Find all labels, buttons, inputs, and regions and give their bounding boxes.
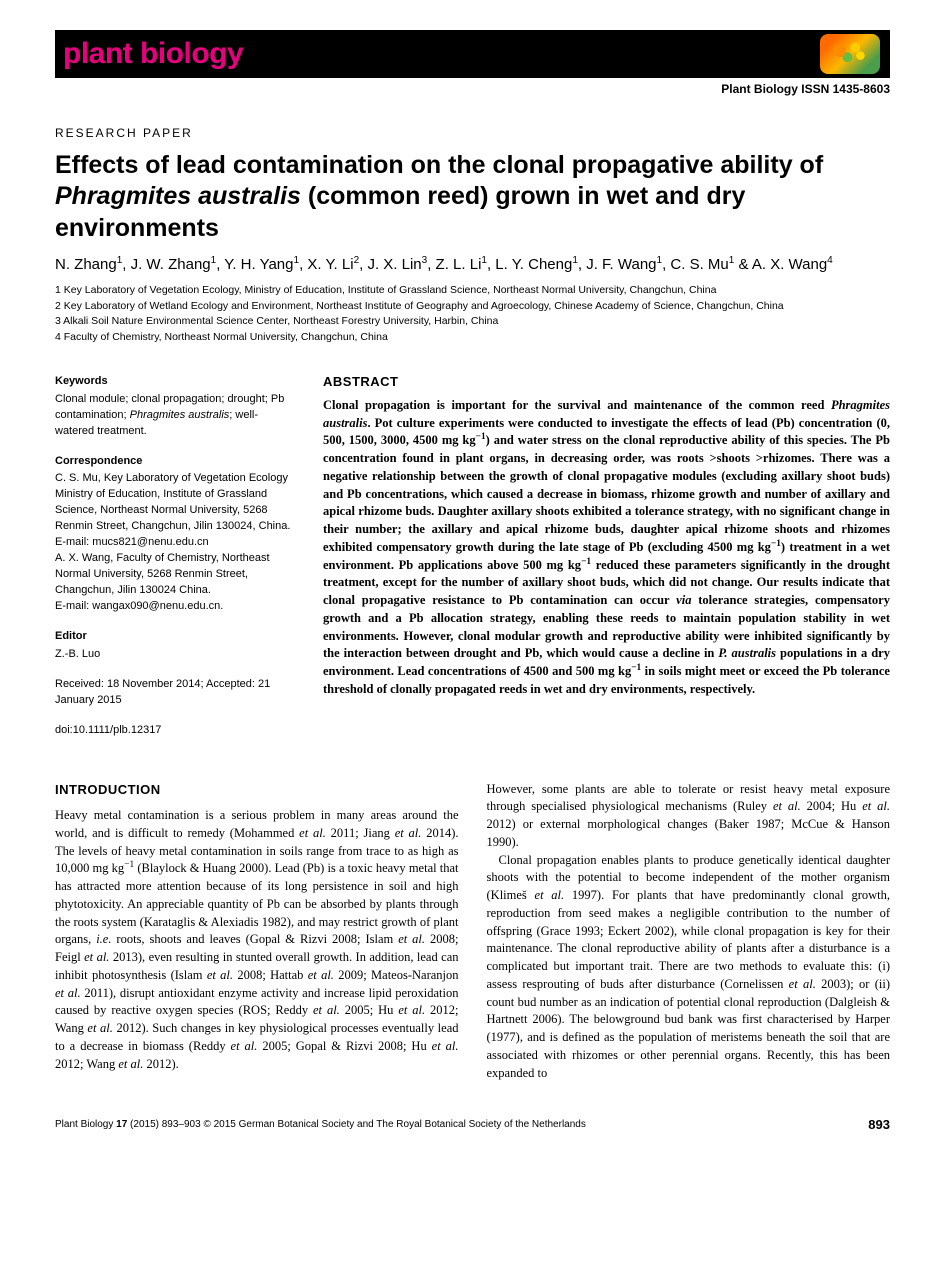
doi-text: doi:10.1111/plb.12317 <box>55 723 295 739</box>
affiliations-list: 1 Key Laboratory of Vegetation Ecology, … <box>55 283 890 346</box>
issn-label: ISSN 1435-8603 <box>801 82 890 96</box>
keywords-block: Keywords Clonal module; clonal propagati… <box>55 374 295 440</box>
abstract-column: ABSTRACT Clonal propagation is important… <box>323 374 890 753</box>
doi-block: doi:10.1111/plb.12317 <box>55 723 295 739</box>
issn-line: Plant Biology ISSN 1435-8603 <box>55 82 890 96</box>
paper-title: Effects of lead contamination on the clo… <box>55 150 890 244</box>
intro-right-column: However, some plants are able to tolerat… <box>487 781 891 1083</box>
received-accepted-dates: Received: 18 November 2014; Accepted: 21… <box>55 677 295 709</box>
keywords-text: Clonal module; clonal propagation; droug… <box>55 392 295 440</box>
affiliation-item: 2 Key Laboratory of Wetland Ecology and … <box>55 299 890 315</box>
footer-citation: Plant Biology 17 (2015) 893–903 © 2015 G… <box>55 1119 868 1130</box>
intro-paragraph-right-1: However, some plants are able to tolerat… <box>487 781 891 852</box>
intro-paragraph-left: Heavy metal contamination is a serious p… <box>55 807 459 1073</box>
journal-header-bar: plant biology <box>55 30 890 78</box>
metadata-sidebar: Keywords Clonal module; clonal propagati… <box>55 374 295 753</box>
paper-type-label: RESEARCH PAPER <box>55 126 890 140</box>
affiliation-item: 3 Alkali Soil Nature Environmental Scien… <box>55 314 890 330</box>
abstract-text: Clonal propagation is important for the … <box>323 397 890 699</box>
affiliation-item: 4 Faculty of Chemistry, Northeast Normal… <box>55 330 890 346</box>
editor-heading: Editor <box>55 629 295 645</box>
correspondence-block: Correspondence C. S. Mu, Key Laboratory … <box>55 454 295 615</box>
editor-block: Editor Z.-B. Luo <box>55 629 295 663</box>
journal-logo: plant biology <box>55 37 243 71</box>
correspondence-text-2: A. X. Wang, Faculty of Chemistry, Northe… <box>55 551 295 599</box>
correspondence-text-1: C. S. Mu, Key Laboratory of Vegetation E… <box>55 471 295 535</box>
keywords-heading: Keywords <box>55 374 295 390</box>
intro-paragraph-right-2: Clonal propagation enables plants to pro… <box>487 852 891 1083</box>
affiliation-item: 1 Key Laboratory of Vegetation Ecology, … <box>55 283 890 299</box>
journal-name: Plant Biology <box>721 82 798 96</box>
abstract-heading: ABSTRACT <box>323 374 890 389</box>
dates-block: Received: 18 November 2014; Accepted: 21… <box>55 677 295 709</box>
page-number: 893 <box>868 1117 890 1132</box>
correspondence-email-2: E-mail: wangax090@nenu.edu.cn. <box>55 599 295 615</box>
metadata-abstract-row: Keywords Clonal module; clonal propagati… <box>55 374 890 753</box>
introduction-heading: INTRODUCTION <box>55 781 459 799</box>
correspondence-email-1: E-mail: mucs821@nenu.edu.cn <box>55 535 295 551</box>
intro-left-column: INTRODUCTION Heavy metal contamination i… <box>55 781 459 1083</box>
journal-header-icon <box>820 34 880 74</box>
editor-name: Z.-B. Luo <box>55 647 295 663</box>
page: plant biology Plant Biology ISSN 1435-86… <box>0 0 945 1172</box>
page-footer: Plant Biology 17 (2015) 893–903 © 2015 G… <box>55 1117 890 1132</box>
introduction-section: INTRODUCTION Heavy metal contamination i… <box>55 781 890 1083</box>
author-list: N. Zhang1, J. W. Zhang1, Y. H. Yang1, X.… <box>55 254 890 275</box>
correspondence-heading: Correspondence <box>55 454 295 470</box>
